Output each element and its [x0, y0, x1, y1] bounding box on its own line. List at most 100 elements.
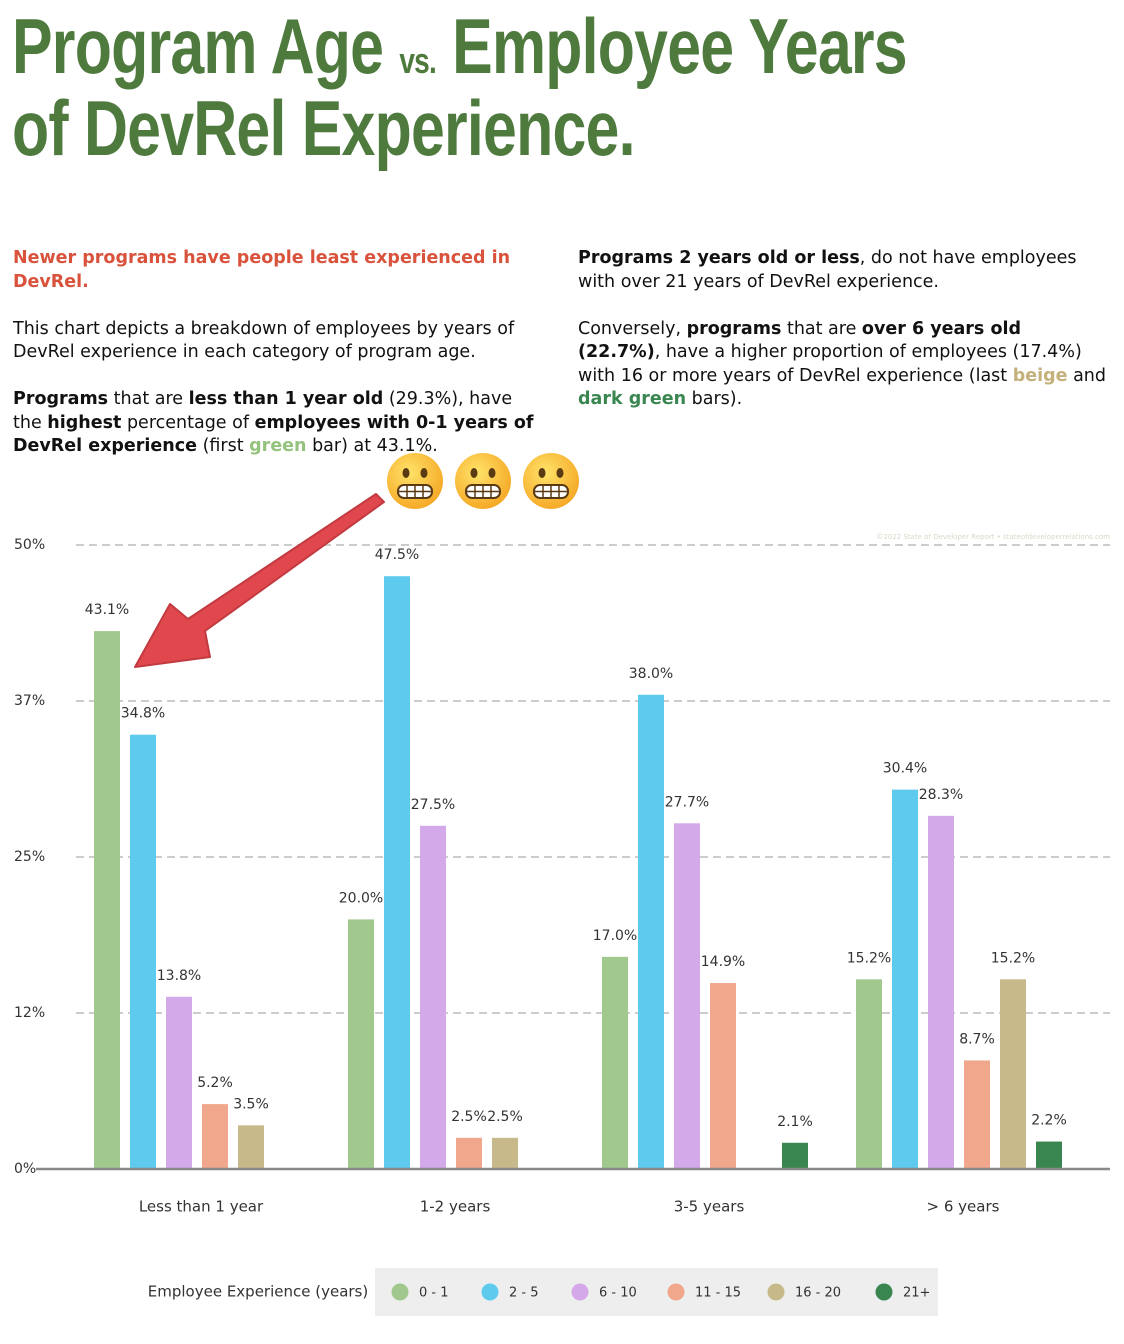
bar [1036, 1141, 1062, 1169]
note-text: bars). [686, 389, 743, 409]
value-label: 27.7% [665, 794, 709, 810]
value-label: 20.0% [339, 890, 383, 906]
legend-swatch [767, 1283, 785, 1301]
value-label: 2.2% [1031, 1113, 1067, 1129]
note-text: that are [108, 389, 189, 409]
note-text: and [1067, 365, 1107, 386]
note-text: percentage of [121, 412, 255, 433]
legend-label: 21+ [903, 1286, 930, 1301]
bar [420, 825, 446, 1169]
bar [130, 734, 156, 1169]
legend-swatch [875, 1283, 893, 1301]
note-text: (29.3%), have the [13, 389, 513, 433]
title-text: Program Age [12, 2, 384, 90]
emoji [454, 452, 512, 510]
note-text: less than 1 year old [188, 389, 384, 409]
legend-box [375, 1268, 938, 1316]
note-text: Programs [13, 389, 109, 409]
note: Programs that are less than 1 year old (… [13, 388, 543, 459]
value-label: 43.1% [85, 602, 129, 618]
note-text: bar) at 43.1%. [306, 436, 438, 456]
bar [674, 823, 700, 1169]
legend-swatch [571, 1283, 589, 1301]
note-text: dark green [578, 389, 687, 409]
emoji [386, 452, 444, 510]
value-label: 47.5% [375, 547, 419, 563]
notes-left: Newer programs have people least experie… [13, 247, 543, 482]
y-tick-label: 25% [14, 849, 45, 865]
note-text: Conversely, [578, 318, 687, 339]
note-text: employees with 0-1 years of DevRel exper… [13, 412, 534, 457]
value-label: 5.2% [197, 1075, 233, 1091]
bar [964, 1060, 990, 1169]
bar [492, 1137, 518, 1169]
legend-swatch [391, 1283, 409, 1301]
bar [602, 956, 628, 1169]
title-line: of DevRel Experience. [12, 88, 635, 168]
notes-right: Programs 2 years old or less, do not hav… [578, 247, 1108, 435]
note-text: Programs 2 years old or less [578, 248, 860, 268]
bar [710, 983, 736, 1169]
note-text: green [249, 436, 307, 456]
title-vs: vs. [399, 40, 437, 81]
bar [456, 1137, 482, 1169]
value-label: 34.8% [121, 706, 165, 722]
bar [238, 1125, 264, 1169]
y-tick-label: 0% [14, 1161, 36, 1177]
bar [928, 815, 954, 1169]
value-label: 15.2% [847, 950, 891, 966]
note-text: over 6 years old (22.7%) [578, 318, 1021, 363]
value-label: 2.5% [487, 1109, 523, 1125]
note-text: , have a higher proportion of employees … [578, 342, 1082, 386]
bar [166, 996, 192, 1169]
title-text: of DevRel Experience. [12, 84, 635, 172]
value-label: 15.2% [991, 950, 1035, 966]
note-text: programs [686, 318, 782, 339]
value-label: 30.4% [883, 761, 927, 777]
y-tick-label: 12% [14, 1005, 45, 1021]
credit: ©2022 State of Developer Report • stateo… [876, 533, 1110, 541]
title-text: Employee Years [452, 2, 907, 90]
note: This chart depicts a breakdown of employ… [13, 318, 543, 365]
note: Programs 2 years old or less, do not hav… [578, 247, 1108, 294]
note-text: , do not have employees with over 21 yea… [578, 248, 1077, 292]
y-tick-label: 50% [14, 537, 45, 553]
note-text: This chart depicts a breakdown of employ… [13, 318, 515, 363]
legend-swatch [481, 1283, 499, 1301]
value-label: 27.5% [411, 797, 455, 813]
bar [1000, 979, 1026, 1169]
note: Newer programs have people least experie… [13, 247, 543, 294]
value-label: 17.0% [593, 928, 637, 944]
value-label: 8.7% [959, 1031, 995, 1047]
legend-label: 16 - 20 [795, 1286, 841, 1301]
bar [348, 919, 374, 1169]
legend-label: 2 - 5 [509, 1286, 539, 1301]
emoji [522, 452, 580, 510]
value-label: 2.5% [451, 1109, 487, 1125]
bar [892, 789, 918, 1169]
value-label: 38.0% [629, 666, 673, 682]
y-tick-label: 37% [14, 693, 45, 709]
legend-swatch [667, 1283, 685, 1301]
note-text: beige [1012, 365, 1068, 386]
value-label: 3.5% [233, 1096, 269, 1112]
note-text: that are [781, 318, 862, 339]
legend-label: 0 - 1 [419, 1286, 449, 1301]
note-text: highest [47, 412, 122, 433]
bar [384, 576, 410, 1169]
bar [856, 979, 882, 1169]
note-heading: Newer programs have people least experie… [13, 248, 511, 292]
note-text: (first [197, 436, 250, 456]
bar [94, 631, 120, 1169]
x-tick-label: Less than 1 year [139, 1198, 264, 1216]
x-tick-label: 3-5 years [674, 1198, 745, 1216]
value-label: 28.3% [919, 787, 963, 803]
legend-label: 11 - 15 [695, 1286, 741, 1301]
value-label: 2.1% [777, 1114, 813, 1130]
bar [638, 694, 664, 1169]
legend-label: 6 - 10 [599, 1286, 637, 1301]
value-label: 14.9% [701, 954, 745, 970]
x-tick-label: 1-2 years [420, 1198, 491, 1216]
